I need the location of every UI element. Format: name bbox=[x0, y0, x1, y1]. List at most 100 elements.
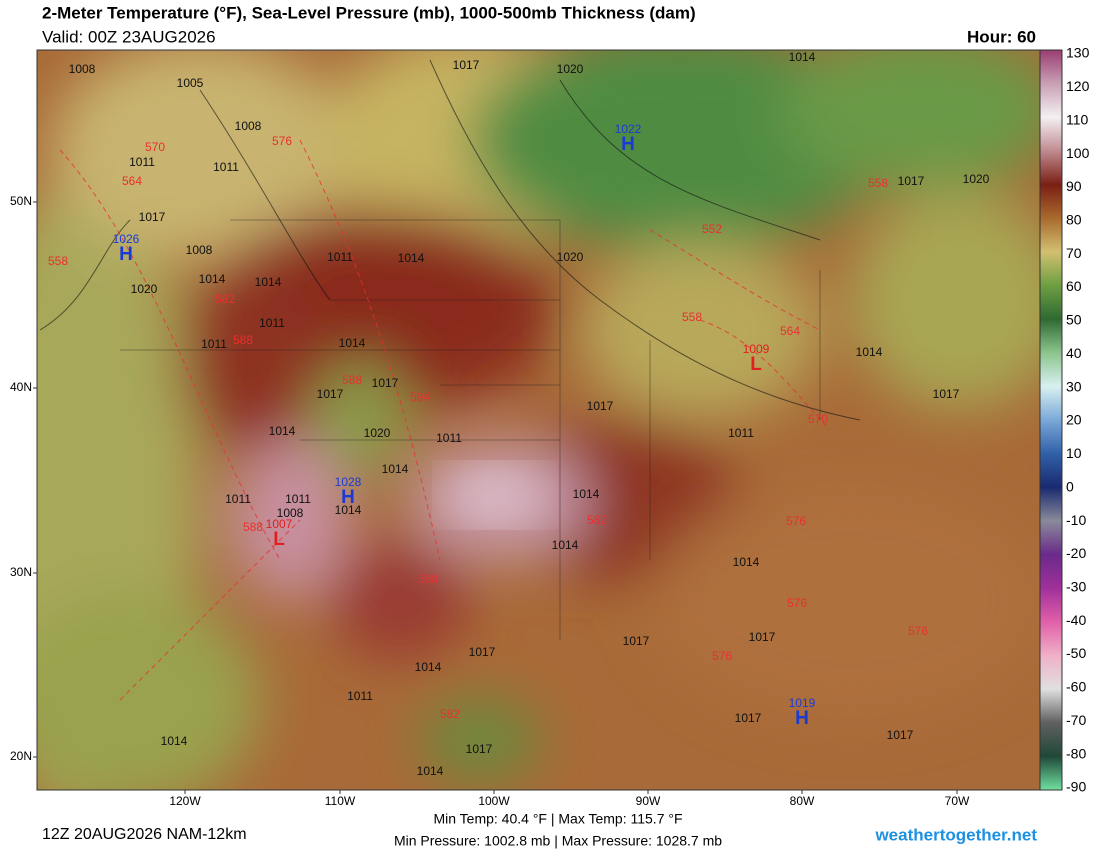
colorbar-label: 30 bbox=[1066, 378, 1082, 394]
isobar-label: 1014 bbox=[415, 660, 442, 674]
isobar-label: 1020 bbox=[557, 62, 584, 76]
center-value: 1022 bbox=[615, 122, 642, 136]
lon-label: 110W bbox=[325, 794, 356, 808]
lon-label: 120W bbox=[169, 794, 201, 808]
center-value: 1028 bbox=[335, 475, 362, 489]
forecast-hour: Hour: 60 bbox=[967, 27, 1036, 46]
thickness-label: 588 bbox=[233, 333, 253, 347]
thickness-label: 576 bbox=[786, 514, 806, 528]
isobar-label: 1017 bbox=[749, 630, 776, 644]
thickness-label: 582 bbox=[215, 292, 235, 306]
colorbar-label: 0 bbox=[1066, 478, 1074, 494]
center-letter: L bbox=[273, 529, 285, 550]
lon-label: 90W bbox=[636, 794, 661, 808]
thickness-label: 552 bbox=[702, 222, 722, 236]
thickness-label: 558 bbox=[868, 176, 888, 190]
thickness-label: 582 bbox=[587, 513, 607, 527]
thickness-label: 588 bbox=[243, 520, 263, 534]
isobar-label: 1014 bbox=[382, 462, 409, 476]
isobar-label: 1020 bbox=[364, 426, 391, 440]
lat-label: 30N bbox=[10, 565, 32, 579]
isobar-label: 1011 bbox=[327, 250, 353, 264]
colorbar-label: -90 bbox=[1066, 779, 1086, 795]
center-letter: H bbox=[621, 134, 635, 155]
colorbar-label: -20 bbox=[1066, 545, 1086, 561]
isobar-label: 1014 bbox=[339, 336, 366, 350]
colorbar-label: -60 bbox=[1066, 679, 1086, 695]
colorbar-label: 110 bbox=[1066, 111, 1089, 127]
thickness-label: 582 bbox=[440, 707, 460, 721]
lon-label: 100W bbox=[478, 794, 510, 808]
colorbar-label: -50 bbox=[1066, 645, 1086, 661]
colorbar-label: -40 bbox=[1066, 612, 1086, 628]
isobar-label: 1014 bbox=[255, 275, 282, 289]
colorbar-label: 50 bbox=[1066, 312, 1082, 328]
model-run: 12Z 20AUG2026 NAM-12km bbox=[42, 826, 247, 843]
thickness-label: 576 bbox=[787, 596, 807, 610]
thickness-label: 564 bbox=[122, 174, 142, 188]
isobar-label: 1020 bbox=[557, 250, 584, 264]
lon-label: 70W bbox=[945, 794, 970, 808]
isobar-label: 1008 bbox=[69, 62, 96, 76]
isobar-label: 1017 bbox=[887, 728, 914, 742]
colorbar-label: 40 bbox=[1066, 345, 1082, 361]
center-value: 1026 bbox=[113, 232, 140, 246]
colorbar-label: -80 bbox=[1066, 745, 1086, 761]
isobar-label: 1008 bbox=[186, 243, 213, 257]
center-letter: L bbox=[750, 354, 762, 375]
isobar-label: 1017 bbox=[453, 58, 480, 72]
center-letter: H bbox=[119, 244, 133, 265]
temp-range: Min Temp: 40.4 °F | Max Temp: 115.7 °F bbox=[433, 811, 682, 827]
thickness-label: 576 bbox=[272, 134, 292, 148]
isobar-label: 1011 bbox=[347, 689, 373, 703]
thickness-label: 588 bbox=[342, 373, 362, 387]
isobar-label: 1011 bbox=[728, 426, 754, 440]
title: 2-Meter Temperature (°F), Sea-Level Pres… bbox=[42, 3, 696, 22]
isobar-label: 1008 bbox=[277, 506, 304, 520]
isobar-label: 1011 bbox=[259, 316, 285, 330]
isobar-label: 1014 bbox=[573, 487, 600, 501]
thickness-label: 570 bbox=[145, 140, 165, 154]
colorbar-label: 70 bbox=[1066, 245, 1082, 261]
center-value: 1009 bbox=[743, 342, 770, 356]
colorbar-label: 90 bbox=[1066, 178, 1082, 194]
isobar-label: 1014 bbox=[789, 50, 816, 64]
isobar-label: 1014 bbox=[856, 345, 883, 359]
isobar-label: 1017 bbox=[372, 376, 399, 390]
thickness-label: 564 bbox=[780, 324, 800, 338]
isobar-label: 1017 bbox=[469, 645, 496, 659]
lat-label: 40N bbox=[10, 380, 32, 394]
isobar-label: 1017 bbox=[933, 387, 960, 401]
thickness-label: 576 bbox=[908, 624, 928, 638]
isobar-label: 1017 bbox=[735, 711, 762, 725]
thickness-label: 594 bbox=[410, 390, 430, 404]
colorbar bbox=[1039, 49, 1063, 791]
isobar-label: 1020 bbox=[131, 282, 158, 296]
colorbar-label: 80 bbox=[1066, 212, 1082, 228]
isobar-label: 1020 bbox=[963, 172, 990, 186]
isobar-label: 1014 bbox=[398, 251, 425, 265]
isobar-label: 1005 bbox=[177, 76, 204, 90]
pressure-range: Min Pressure: 1002.8 mb | Max Pressure: … bbox=[394, 833, 722, 849]
lon-label: 80W bbox=[790, 794, 815, 808]
thickness-label: 558 bbox=[48, 254, 68, 268]
colorbar-label: -70 bbox=[1066, 712, 1086, 728]
colorbar-label: -30 bbox=[1066, 579, 1086, 595]
isobar-label: 1011 bbox=[201, 337, 227, 351]
isobar-label: 1011 bbox=[436, 431, 462, 445]
thickness-label: 570 bbox=[808, 412, 828, 426]
isobar-label: 1011 bbox=[225, 492, 251, 506]
isobar-label: 1011 bbox=[285, 492, 311, 506]
thickness-label: 588 bbox=[418, 572, 438, 586]
center-value: 1007 bbox=[266, 517, 293, 531]
isobar-label: 1014 bbox=[335, 503, 362, 517]
isobar-label: 1017 bbox=[623, 634, 650, 648]
center-value: 1019 bbox=[789, 696, 816, 710]
isobar-label: 1014 bbox=[733, 555, 760, 569]
isobar-label: 1017 bbox=[317, 387, 344, 401]
isobar-label: 1017 bbox=[466, 742, 493, 756]
colorbar-label: 120 bbox=[1066, 78, 1090, 94]
center-letter: H bbox=[795, 708, 809, 729]
